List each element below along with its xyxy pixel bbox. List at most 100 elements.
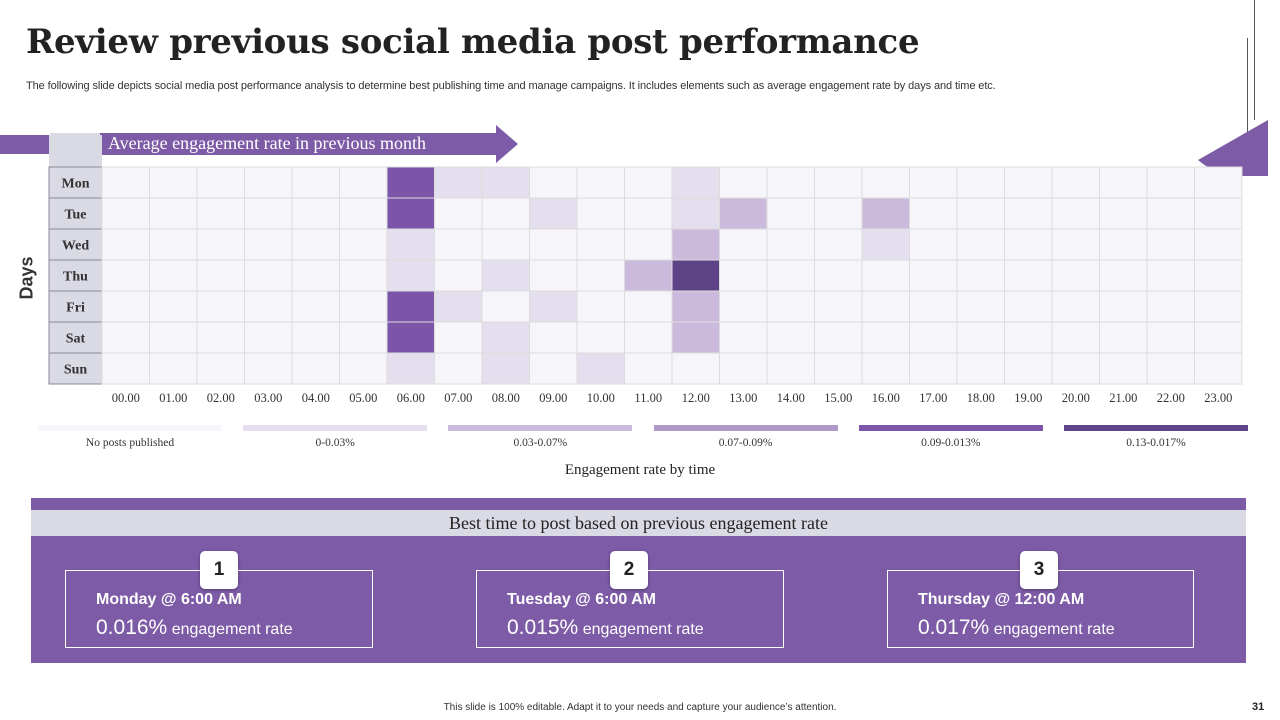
heatmap-cell xyxy=(291,197,340,230)
heatmap-cell xyxy=(576,228,625,261)
heatmap-cell xyxy=(386,352,435,385)
heatmap-cell xyxy=(1194,321,1243,354)
heatmap-cell xyxy=(719,197,768,230)
legend-label: 0.13-0.017% xyxy=(1126,437,1186,449)
heatmap-cell xyxy=(339,166,388,199)
heatmap-cell xyxy=(1004,228,1053,261)
rank-badge-2: 2 xyxy=(610,551,648,589)
legend-swatch xyxy=(1064,425,1248,431)
heatmap-cell xyxy=(149,352,198,385)
heatmap-cell xyxy=(291,352,340,385)
card-rate-label: engagement rate xyxy=(993,621,1115,638)
decor-line xyxy=(1247,38,1248,133)
heatmap-cell xyxy=(671,228,720,261)
heatmap-cell xyxy=(861,197,910,230)
row-label-cell xyxy=(48,166,103,199)
heatmap-cell xyxy=(481,228,530,261)
heatmap-cell xyxy=(244,352,293,385)
row-label: Sat xyxy=(66,332,86,347)
heatmap-cell xyxy=(481,290,530,323)
row-label: Tue xyxy=(64,208,86,223)
heatmap-cell xyxy=(339,321,388,354)
heatmap-cell xyxy=(339,352,388,385)
column-label: 09.00 xyxy=(539,391,567,405)
page-number: 31 xyxy=(1252,701,1265,713)
heatmap-cell xyxy=(671,290,720,323)
heatmap-cell xyxy=(719,228,768,261)
heatmap-cell xyxy=(386,290,435,323)
heatmap-cell xyxy=(624,352,673,385)
heatmap-cell xyxy=(386,228,435,261)
row-label-cell xyxy=(48,321,103,354)
heatmap-cell xyxy=(1099,197,1148,230)
heatmap-cell xyxy=(149,290,198,323)
heatmap-cell xyxy=(1051,197,1100,230)
heatmap-cell xyxy=(386,166,435,199)
heatmap-cell xyxy=(196,228,245,261)
heatmap-cell xyxy=(1146,290,1195,323)
heatmap-cell xyxy=(814,166,863,199)
heatmap-cell xyxy=(196,197,245,230)
legend-swatch xyxy=(243,425,428,431)
heatmap-cell xyxy=(101,197,150,230)
legend-label: No posts published xyxy=(85,437,175,449)
heatmap-cell xyxy=(814,197,863,230)
chart-title: Average engagement rate in previous mont… xyxy=(108,133,427,153)
best-time-header: Best time to post based on previous enga… xyxy=(31,510,1246,536)
heatmap-cell xyxy=(1051,259,1100,292)
card-rate-label: engagement rate xyxy=(171,621,293,638)
heatmap-cell xyxy=(956,197,1005,230)
column-label: 05.00 xyxy=(349,391,377,405)
heatmap-cell xyxy=(766,166,815,199)
heatmap-cell xyxy=(766,259,815,292)
heatmap-cell xyxy=(1004,352,1053,385)
heatmap-cell xyxy=(1146,321,1195,354)
heatmap-cell xyxy=(956,166,1005,199)
best-time-heading: Best time to post based on previous enga… xyxy=(449,513,828,533)
rank-badge-1: 1 xyxy=(200,551,238,589)
column-label: 14.00 xyxy=(777,391,805,405)
heatmap-cell xyxy=(434,259,483,292)
heatmap-cell xyxy=(671,352,720,385)
heatmap-cell xyxy=(101,352,150,385)
heatmap-cell xyxy=(671,259,720,292)
legend-label: 0.03-0.07% xyxy=(513,437,568,449)
decor-quarter-circle xyxy=(1198,120,1268,176)
card-rate: 0.015% engagement rate xyxy=(507,616,704,640)
heatmap-cell xyxy=(956,228,1005,261)
heatmap-cell xyxy=(909,290,958,323)
heatmap-cell xyxy=(671,166,720,199)
heatmap-cell xyxy=(529,259,578,292)
footer-note: This slide is 100% editable. Adapt it to… xyxy=(443,702,837,713)
heatmap-cell xyxy=(1099,228,1148,261)
heatmap-cell xyxy=(149,228,198,261)
heatmap-cell xyxy=(766,352,815,385)
heatmap-cell xyxy=(434,290,483,323)
heatmap-cell xyxy=(1004,290,1053,323)
heatmap-cell xyxy=(861,321,910,354)
row-label: Thu xyxy=(63,270,88,285)
heatmap-cell xyxy=(1146,197,1195,230)
heatmap-cell xyxy=(291,166,340,199)
heatmap-cell xyxy=(339,259,388,292)
heatmap-cell xyxy=(101,259,150,292)
heatmap-cell xyxy=(576,290,625,323)
heatmap-cell xyxy=(1004,197,1053,230)
heatmap-cell xyxy=(529,352,578,385)
heatmap-cell xyxy=(1146,166,1195,199)
heatmap-cell xyxy=(956,259,1005,292)
heatmap-cell xyxy=(1004,166,1053,199)
heatmap-cell xyxy=(101,228,150,261)
heatmap-cell xyxy=(101,290,150,323)
heatmap-cell xyxy=(624,321,673,354)
heatmap-cell xyxy=(861,166,910,199)
heatmap-cell xyxy=(766,290,815,323)
column-label: 21.00 xyxy=(1109,391,1137,405)
heatmap-cell xyxy=(1194,228,1243,261)
heatmap-cell xyxy=(1051,290,1100,323)
row-label: Mon xyxy=(62,177,90,192)
card-rate-value: 0.015% xyxy=(507,616,579,639)
heatmap-cell xyxy=(529,166,578,199)
column-label: 03.00 xyxy=(254,391,282,405)
column-label: 08.00 xyxy=(492,391,520,405)
